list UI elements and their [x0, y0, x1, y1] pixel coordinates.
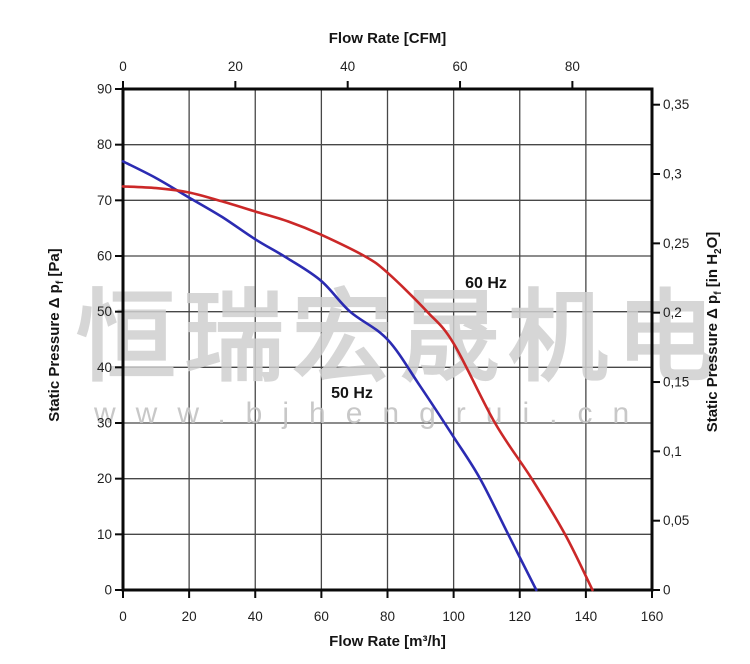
right-tick-label: 0,05: [663, 513, 689, 528]
top-tick-label: 80: [565, 59, 580, 74]
top-axis-title: Flow Rate [CFM]: [328, 30, 447, 47]
left-tick-label: 30: [97, 416, 112, 431]
left-tick-label: 70: [97, 193, 112, 208]
bottom-tick-label: 120: [508, 609, 531, 624]
right-axis-title-h2o-subscript: 2: [713, 248, 724, 254]
top-tick-label: 20: [228, 59, 243, 74]
bottom-tick-label: 60: [314, 609, 329, 624]
left-tick-label: 40: [97, 360, 112, 375]
curve-label-50hz: 50 Hz: [331, 385, 373, 402]
left-tick-label: 60: [97, 249, 112, 264]
left-axis-title: Static Pressure Δ pf [Pa]: [46, 248, 66, 421]
curve-50hz: [121, 160, 538, 592]
bottom-axis-title: Flow Rate [m³/h]: [329, 633, 446, 650]
left-tick-label: 90: [97, 82, 112, 97]
top-tick-label: 60: [453, 59, 468, 74]
bottom-tick-label: 80: [380, 609, 395, 624]
plot-frame: [121, 87, 654, 592]
bottom-tick-label: 160: [641, 609, 664, 624]
left-axis-title-subscript: f: [55, 280, 66, 285]
bottom-tick-label: 40: [248, 609, 263, 624]
left-tick-label: 10: [97, 527, 112, 542]
right-axis-title-unit: [in H: [704, 253, 721, 292]
right-axis-title-text: Static Pressure Δ p: [704, 294, 721, 433]
right-axis-title-subscript: f: [713, 291, 724, 295]
left-axis-title-text: Static Pressure Δ p: [46, 284, 63, 422]
left-tick-label: 50: [97, 304, 112, 319]
right-tick-label: 0,15: [663, 375, 689, 390]
bottom-tick-label: 100: [442, 609, 465, 624]
left-axis-title-unit: [Pa]: [46, 248, 63, 281]
right-tick-label: 0,2: [663, 305, 682, 320]
top-tick-label: 0: [119, 59, 127, 74]
right-axis-title: Static Pressure Δ pf [in H2O]: [704, 232, 724, 433]
left-tick-label: 0: [104, 583, 112, 598]
right-tick-label: 0,25: [663, 236, 689, 251]
right-tick-label: 0,35: [663, 97, 689, 112]
right-tick-label: 0: [663, 583, 671, 598]
bottom-tick-label: 140: [575, 609, 598, 624]
left-tick-label: 80: [97, 137, 112, 152]
right-tick-label: 0,1: [663, 444, 682, 459]
right-tick-label: 0,3: [663, 167, 682, 182]
bottom-tick-label: 20: [182, 609, 197, 624]
left-tick-label: 20: [97, 471, 112, 486]
bottom-tick-label: 0: [119, 609, 127, 624]
top-tick-label: 40: [340, 59, 355, 74]
curve-label-60hz: 60 Hz: [465, 275, 507, 292]
curve-60hz: [121, 185, 594, 592]
right-axis-title-unit-end: O]: [704, 231, 721, 249]
